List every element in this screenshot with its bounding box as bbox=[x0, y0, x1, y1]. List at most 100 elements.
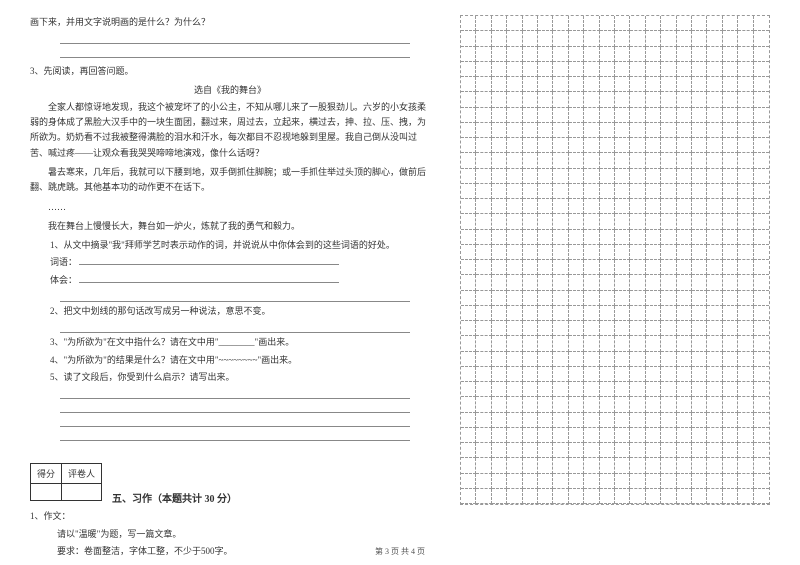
grid-cell bbox=[523, 77, 538, 92]
grid-cell bbox=[507, 413, 522, 428]
grid-cell bbox=[492, 108, 507, 123]
answer-line bbox=[60, 32, 410, 44]
grid-cell bbox=[476, 138, 491, 153]
grid-cell bbox=[754, 169, 769, 184]
grid-cell bbox=[692, 92, 707, 107]
grid-cell bbox=[476, 123, 491, 138]
answer-line bbox=[60, 321, 410, 333]
grid-cell bbox=[630, 153, 645, 168]
grid-cell bbox=[630, 443, 645, 458]
grid-cell bbox=[677, 31, 692, 46]
grid-cell bbox=[754, 123, 769, 138]
grid-cell bbox=[661, 230, 676, 245]
grid-cell bbox=[692, 184, 707, 199]
grid-cell bbox=[584, 199, 599, 214]
grid-cell bbox=[723, 16, 738, 31]
grid-cell bbox=[538, 108, 553, 123]
grid-cell bbox=[507, 306, 522, 321]
grid-cell bbox=[476, 77, 491, 92]
grid-cell bbox=[646, 428, 661, 443]
grid-cell bbox=[476, 336, 491, 351]
grid-cell bbox=[476, 31, 491, 46]
grid-cell bbox=[538, 413, 553, 428]
grid-cell bbox=[661, 153, 676, 168]
grid-cell bbox=[600, 245, 615, 260]
grid-cell bbox=[584, 275, 599, 290]
grid-cell bbox=[492, 230, 507, 245]
grid-cell bbox=[476, 92, 491, 107]
grid-cell bbox=[507, 108, 522, 123]
grid-cell bbox=[569, 245, 584, 260]
grid-cell bbox=[677, 474, 692, 489]
grid-cell bbox=[754, 138, 769, 153]
grid-cell bbox=[630, 291, 645, 306]
grid-cell bbox=[569, 123, 584, 138]
grid-cell bbox=[646, 443, 661, 458]
grid-cell bbox=[738, 443, 753, 458]
passage-p2: 暑去寒来，几年后，我就可以下腰到地，双手倒抓住脚腕；或一手抓住举过头顶的脚心，做… bbox=[30, 165, 430, 196]
grid-cell bbox=[615, 413, 630, 428]
grid-cell bbox=[476, 291, 491, 306]
grid-cell bbox=[523, 306, 538, 321]
grid-cell bbox=[661, 199, 676, 214]
grid-cell bbox=[646, 108, 661, 123]
grid-cell bbox=[476, 474, 491, 489]
grid-cell bbox=[754, 275, 769, 290]
grid-cell bbox=[723, 413, 738, 428]
grid-cell bbox=[692, 108, 707, 123]
grid-cell bbox=[677, 367, 692, 382]
grid-cell bbox=[492, 413, 507, 428]
grid-cell bbox=[492, 153, 507, 168]
grid-cell bbox=[754, 397, 769, 412]
grid-cell bbox=[569, 275, 584, 290]
grid-cell bbox=[615, 443, 630, 458]
grid-cell bbox=[677, 397, 692, 412]
grid-cell bbox=[661, 443, 676, 458]
section5-header: 得分 评卷人 五、习作（本题共计 30 分） bbox=[30, 453, 430, 505]
grid-cell bbox=[754, 153, 769, 168]
answer-inline bbox=[79, 273, 339, 283]
grid-cell bbox=[677, 413, 692, 428]
grid-cell bbox=[692, 260, 707, 275]
grid-cell bbox=[630, 169, 645, 184]
grid-cell bbox=[630, 352, 645, 367]
grid-cell bbox=[707, 397, 722, 412]
sub-q1-words: 词语： bbox=[50, 255, 430, 270]
grid-cell bbox=[707, 352, 722, 367]
grid-cell bbox=[569, 382, 584, 397]
grid-cell bbox=[630, 260, 645, 275]
grid-cell bbox=[738, 169, 753, 184]
grid-cell bbox=[723, 138, 738, 153]
grid-cell bbox=[707, 230, 722, 245]
grid-cell bbox=[646, 214, 661, 229]
grid-cell bbox=[492, 428, 507, 443]
grid-cell bbox=[692, 77, 707, 92]
grid-cell bbox=[646, 169, 661, 184]
grid-cell bbox=[738, 31, 753, 46]
grid-cell bbox=[600, 321, 615, 336]
grid-cell bbox=[584, 47, 599, 62]
grid-cell bbox=[646, 260, 661, 275]
grid-cell bbox=[507, 62, 522, 77]
grid-cell bbox=[523, 397, 538, 412]
grid-cell bbox=[738, 306, 753, 321]
grid-cell bbox=[523, 428, 538, 443]
grid-cell bbox=[646, 123, 661, 138]
grid-cell bbox=[738, 397, 753, 412]
grid-cell bbox=[476, 47, 491, 62]
grid-cell bbox=[584, 214, 599, 229]
grid-cell bbox=[569, 336, 584, 351]
grid-cell bbox=[692, 245, 707, 260]
grid-cell bbox=[492, 260, 507, 275]
grid-cell bbox=[492, 92, 507, 107]
grid-cell bbox=[600, 138, 615, 153]
grid-cell bbox=[615, 321, 630, 336]
answer-line bbox=[60, 46, 410, 58]
grid-cell bbox=[646, 291, 661, 306]
grid-cell bbox=[461, 77, 476, 92]
grid-cell bbox=[492, 123, 507, 138]
grid-cell bbox=[584, 291, 599, 306]
grid-cell bbox=[553, 336, 568, 351]
grid-cell bbox=[476, 443, 491, 458]
grid-cell bbox=[646, 458, 661, 473]
